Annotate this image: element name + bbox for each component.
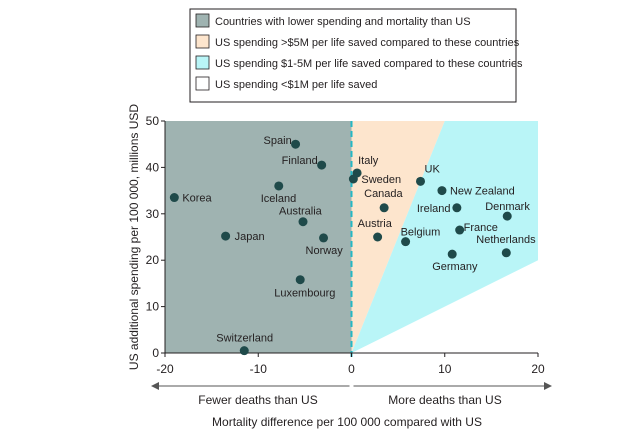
data-point — [447, 249, 457, 259]
x-tick-label: 0 — [348, 362, 355, 376]
point-label: Denmark — [485, 201, 530, 213]
data-point — [317, 160, 327, 170]
legend-entry-label: US spending <$1M per life saved — [215, 79, 377, 91]
point-label: Ireland — [417, 203, 451, 215]
data-point — [319, 233, 329, 243]
data-point — [452, 203, 462, 213]
data-point — [501, 248, 511, 258]
data-point — [373, 232, 383, 242]
y-tick-label: 30 — [146, 207, 160, 221]
point-label: New Zealand — [450, 186, 515, 198]
x-tick-label: 20 — [531, 362, 545, 376]
y-tick-label: 50 — [146, 114, 160, 128]
point-label: UK — [425, 163, 441, 175]
x-tick-label: 10 — [438, 362, 452, 376]
y-tick-label: 0 — [152, 346, 159, 360]
y-tick-label: 40 — [146, 160, 160, 174]
region-1-5m — [351, 121, 538, 353]
point-label: Netherlands — [476, 234, 536, 246]
direction-label-fewer-deaths: Fewer deaths than US — [198, 393, 317, 407]
more-deaths-arrowhead — [544, 382, 552, 390]
plot-regions — [165, 121, 538, 361]
point-label: Iceland — [261, 193, 296, 205]
x-tick-label: -10 — [250, 362, 268, 376]
point-label: Germany — [432, 261, 478, 273]
data-point — [295, 275, 305, 285]
data-point — [291, 139, 301, 149]
y-tick-label: 20 — [146, 253, 160, 267]
legend-frame — [189, 8, 517, 103]
point-label: Australia — [279, 206, 323, 218]
axes: 0 10 20 30 40 50 -20 -10 0 10 20 — [146, 114, 552, 390]
data-point — [401, 237, 411, 247]
data-point — [274, 181, 284, 191]
data-point — [455, 225, 465, 235]
point-label: France — [464, 222, 498, 234]
point-label: Finland — [282, 155, 318, 167]
point-label: Japan — [235, 231, 265, 243]
data-point — [239, 346, 249, 356]
data-point — [169, 193, 179, 203]
data-point — [298, 217, 308, 227]
point-label: Sweden — [361, 174, 401, 186]
data-point — [416, 176, 426, 186]
legend: Countries with lower spending and mortal… — [189, 8, 523, 103]
legend-swatch — [195, 76, 210, 91]
direction-label-more-deaths: More deaths than US — [388, 393, 501, 407]
legend-swatch — [195, 55, 210, 70]
legend-entry-label: US spending >$5M per life saved compared… — [215, 37, 520, 49]
y-tick-label: 10 — [146, 300, 160, 314]
point-label: Belgium — [401, 227, 441, 239]
point-label: Korea — [182, 193, 212, 205]
point-label: Switzerland — [216, 333, 273, 345]
data-point — [379, 203, 389, 213]
point-label: Italy — [358, 155, 379, 167]
legend-entry-label: Countries with lower spending and mortal… — [215, 16, 471, 28]
data-point — [221, 231, 231, 241]
data-point — [348, 174, 358, 184]
point-label: Canada — [364, 188, 403, 200]
data-points: Spain Finland Iceland Korea Australia Japan No… — [169, 135, 536, 356]
point-label: Norway — [306, 245, 344, 257]
point-label: Austria — [358, 218, 393, 230]
data-point — [502, 211, 512, 221]
data-point — [437, 186, 447, 196]
point-label: Spain — [264, 135, 292, 147]
legend-entry-label: US spending $1-5M per life saved compare… — [215, 58, 523, 70]
fewer-deaths-arrowhead — [151, 382, 159, 390]
legend-swatch — [195, 34, 210, 49]
x-tick-label: -20 — [156, 362, 174, 376]
point-label: Luxembourg — [274, 288, 335, 300]
x-axis-label: Mortality difference per 100 000 compare… — [212, 415, 482, 429]
y-axis-label: US additional spending per 100 000, mill… — [127, 104, 141, 370]
legend-swatch — [195, 13, 210, 28]
